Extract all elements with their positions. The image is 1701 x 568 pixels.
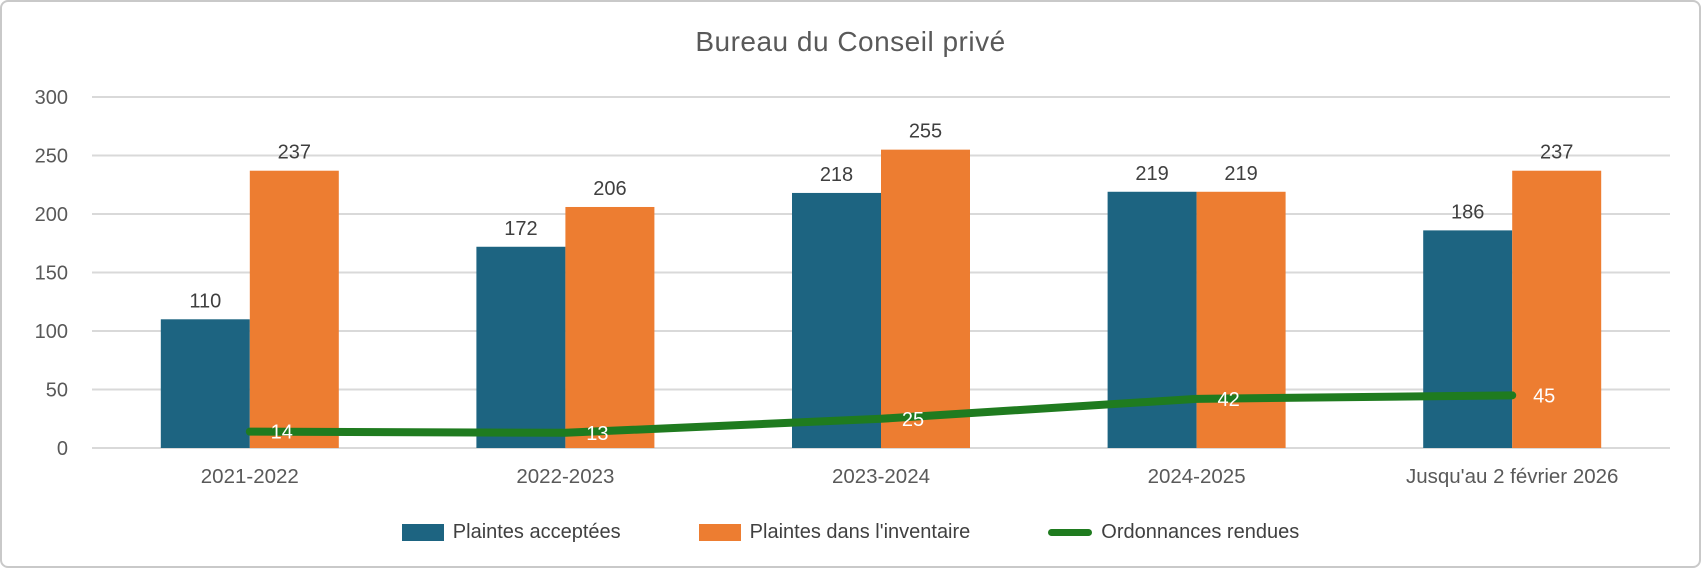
bar-value-label: 237 — [278, 142, 311, 164]
x-axis-category-label: 2024-2025 — [1148, 465, 1246, 488]
bar-plaintes-inventaire — [565, 206, 655, 448]
line-value-label: 13 — [586, 423, 608, 445]
line-value-label: 42 — [1217, 389, 1239, 411]
legend-label: Ordonnances rendues — [1101, 521, 1300, 543]
bar-value-label: 172 — [504, 218, 537, 240]
legend-label: Plaintes dans l'inventaire — [749, 521, 971, 543]
y-axis-tick-label: 250 — [35, 146, 68, 168]
bar-value-label: 219 — [1135, 163, 1168, 185]
line-value-label: 45 — [1533, 385, 1555, 407]
legend-item-ordonnances-rendues: Ordonnances rendues — [1048, 521, 1299, 544]
x-axis-category-label: Jusqu'au 2 février 2026 — [1406, 465, 1618, 488]
y-axis-tick-label: 100 — [35, 321, 68, 343]
y-axis-tick-label: 300 — [35, 87, 68, 109]
x-axis-category-label: 2021-2022 — [201, 465, 299, 488]
x-axis-category-label: 2022-2023 — [516, 465, 614, 488]
bar-value-label: 237 — [1540, 142, 1573, 164]
legend-item-plaintes-inventaire: Plaintes dans l'inventaire — [698, 521, 971, 544]
bar-plaintes-inventaire — [881, 149, 970, 448]
legend-item-plaintes-acceptees: Plaintes acceptées — [401, 521, 621, 544]
chart-title: Bureau du Conseil privé — [695, 26, 1006, 57]
bar-plaintes-inventaire — [1196, 191, 1286, 448]
bar-value-label: 206 — [593, 178, 626, 200]
bar-value-label: 218 — [820, 164, 853, 186]
bar-plaintes-acceptees — [1423, 230, 1513, 448]
teal-bar-swatch-icon — [401, 524, 444, 541]
orange-bar-swatch-icon — [698, 524, 741, 541]
bar-plaintes-inventaire — [249, 170, 339, 448]
y-axis-tick-label: 50 — [46, 380, 68, 402]
bar-value-label: 219 — [1224, 163, 1257, 185]
bar-value-label: 255 — [909, 121, 942, 143]
line-ordonnances-rendues — [245, 391, 1517, 437]
bar-plaintes-acceptees — [160, 319, 250, 448]
green-line-swatch-icon — [1048, 529, 1093, 536]
bar-value-label: 110 — [189, 290, 221, 312]
chart-legend: Plaintes acceptées Plaintes dans l'inven… — [2, 521, 1699, 544]
bar-plaintes-acceptees — [1107, 191, 1197, 448]
line-value-label: 14 — [271, 422, 293, 444]
y-axis-tick-label: 150 — [35, 263, 68, 285]
legend-label: Plaintes acceptées — [452, 521, 621, 543]
line-value-label: 25 — [902, 409, 924, 431]
y-axis-tick-label: 0 — [57, 438, 68, 460]
x-axis-category-label: 2023-2024 — [832, 465, 930, 488]
bar-value-label: 186 — [1451, 201, 1484, 223]
bar-plaintes-inventaire — [1512, 170, 1602, 448]
bar-plaintes-acceptees — [476, 246, 566, 448]
bar-plaintes-acceptees — [792, 192, 881, 448]
y-axis-tick-label: 200 — [35, 204, 68, 226]
